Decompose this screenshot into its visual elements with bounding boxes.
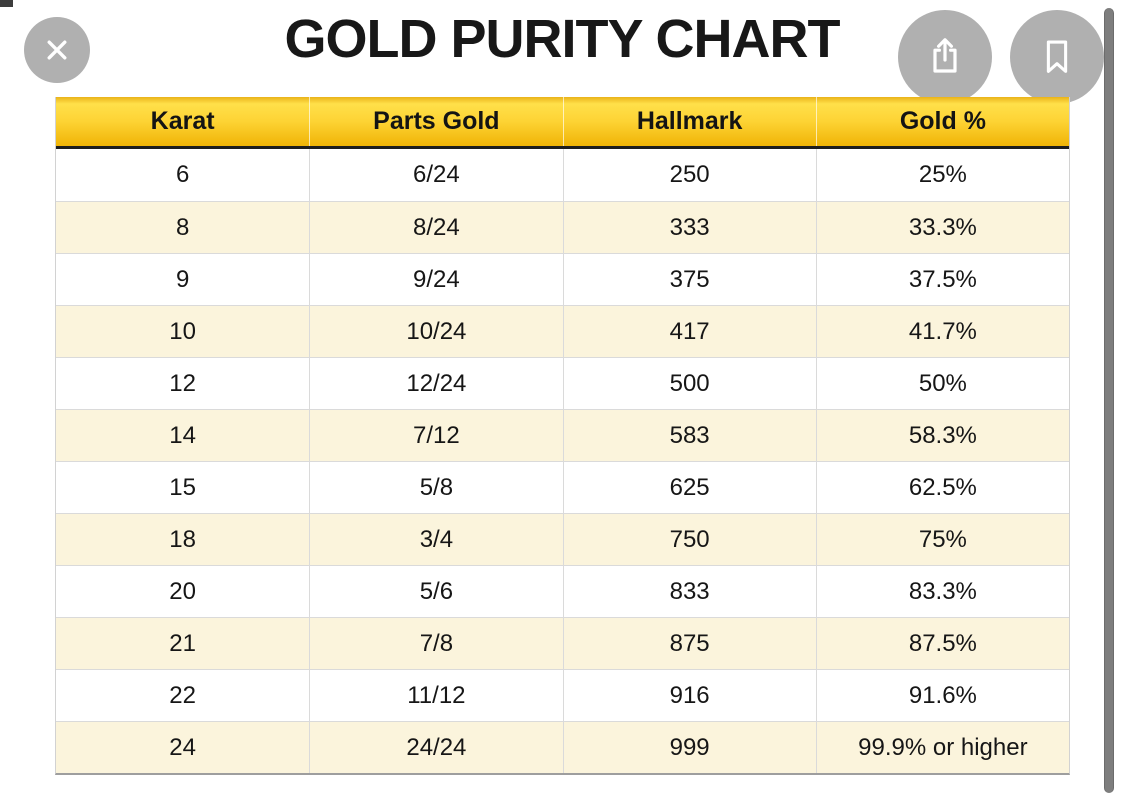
page-title: GOLD PURITY CHART bbox=[284, 9, 840, 69]
gold-purity-table: Karat Parts Gold Hallmark Gold % 6 6/24 25… bbox=[55, 97, 1070, 775]
table-cell: 9/24 bbox=[309, 254, 562, 305]
table-cell: 5/6 bbox=[309, 566, 562, 617]
table-cell: 7/8 bbox=[309, 618, 562, 669]
table-cell: 50% bbox=[815, 358, 1069, 409]
table-cell: 3/4 bbox=[309, 514, 562, 565]
table-cell: 916 bbox=[562, 670, 816, 721]
table-cell: 375 bbox=[562, 254, 816, 305]
table-cell: 25% bbox=[815, 149, 1069, 201]
table-cell: 875 bbox=[562, 618, 816, 669]
table-cell: 87.5% bbox=[815, 618, 1069, 669]
table-cell: 18 bbox=[169, 525, 196, 553]
table-cell: 99.9% or higher bbox=[815, 722, 1069, 773]
share-button[interactable] bbox=[898, 10, 992, 104]
corner-artifact bbox=[0, 0, 13, 7]
table-cell: 6/24 bbox=[309, 149, 562, 201]
close-icon bbox=[40, 33, 74, 67]
table-cell: 58.3% bbox=[815, 410, 1069, 461]
table-cell: 21 bbox=[169, 629, 196, 657]
table-cell: 12 bbox=[169, 369, 196, 397]
table-cell: 333 bbox=[562, 202, 816, 253]
table-cell: 24/24 bbox=[309, 722, 562, 773]
column-header-karat: Karat bbox=[150, 107, 215, 135]
table-cell: 9 bbox=[175, 265, 190, 293]
bookmark-icon bbox=[1034, 34, 1080, 80]
table-cell: 37.5% bbox=[815, 254, 1069, 305]
table-row: 12 12/24 500 50% bbox=[56, 357, 1069, 409]
table-cell: 583 bbox=[562, 410, 816, 461]
bookmark-button[interactable] bbox=[1010, 10, 1104, 104]
table-row: 18 3/4 750 75% bbox=[56, 513, 1069, 565]
table-body: 6 6/24 250 25% 8 8/24 333 33.3% 9 9/24 375 37.5% 10 1… bbox=[56, 149, 1069, 773]
table-cell: 10/24 bbox=[309, 306, 562, 357]
table-cell: 833 bbox=[562, 566, 816, 617]
table-cell: 417 bbox=[562, 306, 816, 357]
table-cell: 11/12 bbox=[309, 670, 562, 721]
table-row: 8 8/24 333 33.3% bbox=[56, 201, 1069, 253]
table-cell: 750 bbox=[562, 514, 816, 565]
table-cell: 12/24 bbox=[309, 358, 562, 409]
table-header-row: Karat Parts Gold Hallmark Gold % bbox=[56, 97, 1069, 149]
table-row: 21 7/8 875 87.5% bbox=[56, 617, 1069, 669]
table-row: 15 5/8 625 62.5% bbox=[56, 461, 1069, 513]
table-cell: 22 bbox=[169, 681, 196, 709]
table-cell: 10 bbox=[169, 317, 196, 345]
table-cell: 7/12 bbox=[309, 410, 562, 461]
table-cell: 33.3% bbox=[815, 202, 1069, 253]
table-cell: 75% bbox=[815, 514, 1069, 565]
table-cell: 20 bbox=[169, 577, 196, 605]
table-row: 9 9/24 375 37.5% bbox=[56, 253, 1069, 305]
table-cell: 41.7% bbox=[815, 306, 1069, 357]
table-cell: 5/8 bbox=[309, 462, 562, 513]
table-row: 10 10/24 417 41.7% bbox=[56, 305, 1069, 357]
table-row: 6 6/24 250 25% bbox=[56, 149, 1069, 201]
table-cell: 6 bbox=[175, 161, 190, 188]
table-row: 24 24/24 999 99.9% or higher bbox=[56, 721, 1069, 773]
table-cell: 91.6% bbox=[815, 670, 1069, 721]
column-header-parts-gold: Parts Gold bbox=[309, 97, 562, 146]
table-cell: 15 bbox=[169, 473, 196, 501]
table-cell: 62.5% bbox=[815, 462, 1069, 513]
column-header-gold-pct: Gold % bbox=[815, 97, 1069, 146]
table-cell: 24 bbox=[169, 733, 196, 761]
column-header-hallmark: Hallmark bbox=[562, 97, 816, 146]
share-icon bbox=[921, 33, 969, 81]
table-cell: 83.3% bbox=[815, 566, 1069, 617]
table-row: 20 5/6 833 83.3% bbox=[56, 565, 1069, 617]
table-row: 14 7/12 583 58.3% bbox=[56, 409, 1069, 461]
close-button[interactable] bbox=[24, 17, 90, 83]
table-cell: 250 bbox=[562, 149, 816, 201]
table-row: 22 11/12 916 91.6% bbox=[56, 669, 1069, 721]
table-cell: 8/24 bbox=[309, 202, 562, 253]
table-cell: 999 bbox=[562, 722, 816, 773]
table-cell: 8 bbox=[175, 213, 190, 241]
table-cell: 14 bbox=[169, 421, 196, 449]
table-cell: 500 bbox=[562, 358, 816, 409]
vertical-scrollbar[interactable] bbox=[1104, 8, 1114, 793]
table-cell: 625 bbox=[562, 462, 816, 513]
